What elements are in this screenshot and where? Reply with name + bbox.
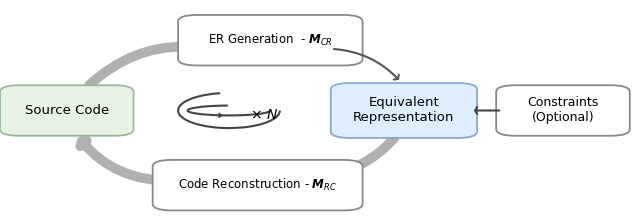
Text: ER Generation  - $\boldsymbol{M}_{CR}$: ER Generation - $\boldsymbol{M}_{CR}$	[208, 32, 333, 48]
FancyBboxPatch shape	[153, 160, 363, 210]
Text: × $N$: × $N$	[250, 108, 278, 122]
Text: Equivalent
Representation: Equivalent Representation	[353, 97, 454, 124]
FancyBboxPatch shape	[178, 15, 363, 65]
Text: Source Code: Source Code	[25, 104, 109, 117]
FancyBboxPatch shape	[496, 85, 630, 136]
FancyBboxPatch shape	[0, 85, 134, 136]
FancyBboxPatch shape	[331, 83, 477, 138]
Text: Constraints
(Optional): Constraints (Optional)	[527, 97, 598, 124]
Text: Code Reconstruction - $\boldsymbol{M}_{RC}$: Code Reconstruction - $\boldsymbol{M}_{R…	[178, 177, 337, 193]
